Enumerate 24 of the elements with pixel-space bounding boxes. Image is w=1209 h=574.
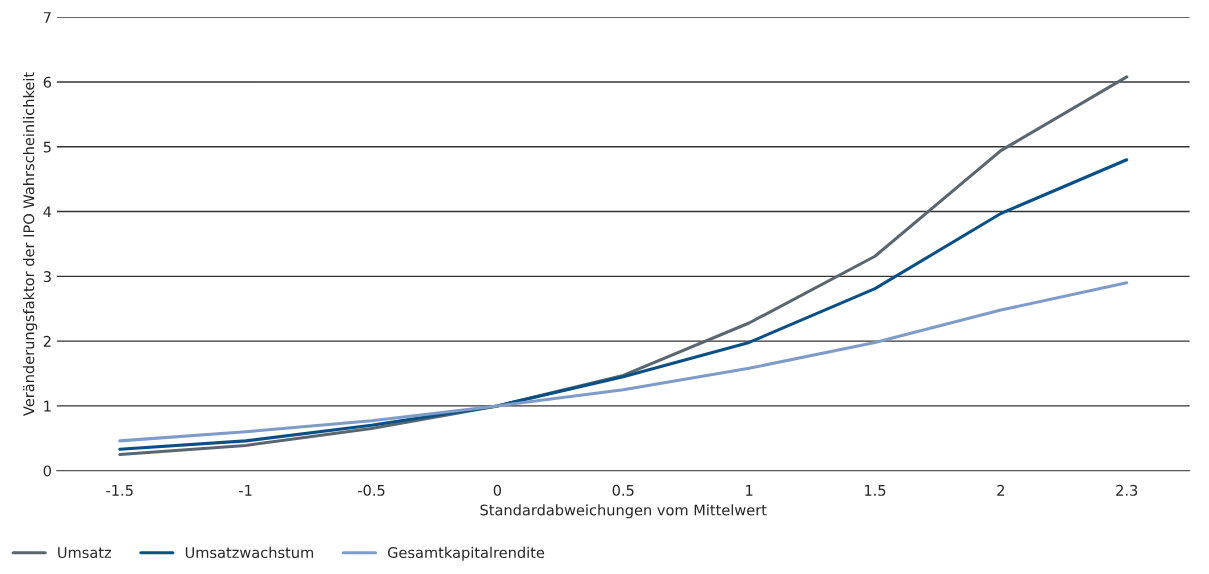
y-tick-label: 6 [43, 76, 52, 88]
legend-label: Umsatz [58, 547, 112, 559]
x-tick-label: 1.5 [864, 485, 886, 496]
y-tick-label: 2 [43, 335, 51, 347]
x-axis-title: Standardabweichungen vom Mittelwert [480, 504, 767, 519]
y-tick-label: 5 [43, 141, 51, 153]
x-tick-label: 0.5 [612, 484, 634, 496]
y-tick-label: 7 [43, 12, 51, 23]
x-tick-label: 1 [746, 485, 753, 496]
x-tick-label: -1.5 [106, 485, 133, 496]
line-series [118, 158, 1129, 451]
legend-label: Gesamtkapitalrendite [387, 546, 545, 561]
y-tick-label: 4 [43, 206, 52, 218]
line-series [118, 281, 1129, 443]
y-tick-label: 0 [43, 465, 51, 477]
y-axis-title: Veränderungsfaktor der IPO Wahrscheinlichkeit [23, 72, 38, 416]
x-tick-label: 2 [997, 484, 1005, 496]
y-tick-label: 1 [44, 400, 51, 412]
x-tick-label: 0 [493, 484, 502, 496]
x-tick-label: 2.3 [1116, 484, 1138, 496]
x-tick-label: -0.5 [357, 484, 385, 496]
y-tick-label: 3 [43, 271, 51, 283]
legend-label: Umsatzwachstum [185, 546, 314, 559]
x-tick-label: -1 [239, 485, 252, 496]
